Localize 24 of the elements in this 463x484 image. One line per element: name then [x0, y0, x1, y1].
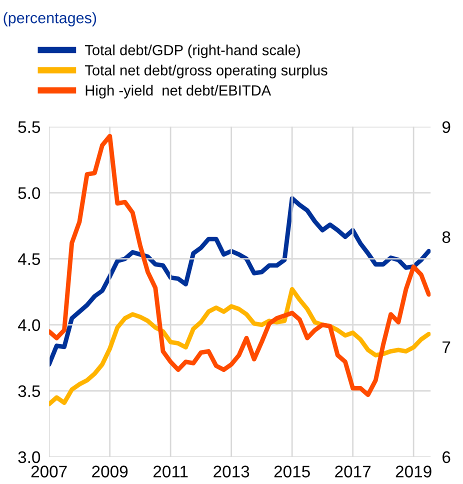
y-tick-label: 5.5	[18, 121, 40, 134]
x-tick-label: 2019	[396, 466, 432, 478]
legend-label: Total net debt/gross operating surplus	[84, 64, 328, 78]
y2-tick-label: 8	[442, 231, 450, 244]
legend-label: High -yield net debt/EBITDA	[86, 84, 272, 98]
y2-tick-label: 7	[442, 341, 450, 353]
x-tick-label: 2015	[274, 466, 310, 478]
line-series	[49, 286, 431, 406]
y-tick-label: 4.0	[18, 319, 40, 332]
x-tick-label: 2011	[153, 466, 188, 478]
y-tick-label: 4.5	[18, 253, 40, 266]
chart-title: (percentages)	[4, 12, 96, 26]
x-tick-label: 2007	[31, 466, 67, 478]
y2-tick-label: 6	[442, 451, 450, 464]
line-series	[49, 196, 431, 367]
x-tick-label: 2017	[335, 466, 371, 478]
y-tick-label: 3.5	[18, 385, 40, 398]
y-tick-label: 5.0	[18, 187, 40, 200]
line-series	[49, 134, 431, 398]
y2-tick-label: 9	[442, 121, 450, 134]
x-tick-label: 2013	[214, 466, 250, 478]
legend-label: Total debt/GDP (right-hand scale)	[84, 44, 300, 58]
x-tick-label: 2009	[92, 466, 128, 478]
y-tick-label: 3.0	[18, 451, 40, 464]
